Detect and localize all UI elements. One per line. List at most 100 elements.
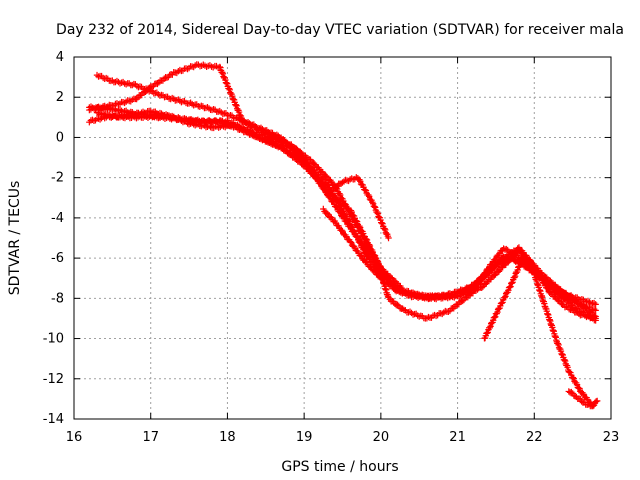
data-point: [487, 266, 495, 273]
data-point: [381, 226, 389, 234]
data-point: [502, 293, 509, 300]
data-point: [554, 340, 562, 347]
data-point: [568, 388, 575, 396]
data-point: [543, 284, 551, 292]
data-point: [555, 341, 562, 349]
data-point: [142, 88, 149, 95]
data-point: [290, 145, 297, 152]
data-point: [336, 190, 343, 197]
data-point: [236, 111, 243, 119]
data-point: [338, 227, 345, 234]
data-point: [381, 225, 388, 232]
data-point: [361, 249, 368, 257]
y-tick-label: -4: [51, 211, 64, 226]
data-point: [494, 308, 501, 316]
data-point: [348, 223, 355, 230]
data-point: [352, 233, 360, 240]
x-tick-label: 19: [296, 430, 313, 445]
data-point: [374, 257, 381, 264]
data-point: [349, 227, 357, 234]
y-tick-label: -14: [43, 412, 64, 427]
data-point: [475, 277, 482, 285]
data-point: [276, 137, 283, 145]
data-point: [592, 315, 599, 322]
data-point: [511, 274, 518, 281]
y-tick-label: 4: [56, 50, 64, 65]
data-point: [363, 236, 370, 243]
data-point: [219, 70, 227, 77]
data-point: [570, 375, 577, 382]
data-point: [561, 357, 569, 365]
data-point: [569, 374, 577, 381]
data-point: [235, 108, 243, 116]
data-point: [508, 279, 516, 287]
data-point: [308, 170, 316, 177]
data-point: [376, 262, 384, 270]
data-point: [356, 224, 364, 231]
data-point: [568, 306, 576, 313]
data-point: [297, 150, 304, 158]
data-point: [368, 258, 375, 265]
data-point: [371, 204, 379, 211]
data-point: [353, 217, 360, 225]
data-point: [394, 301, 401, 308]
data-point: [374, 258, 382, 265]
data-point: [336, 191, 344, 199]
data-point: [491, 272, 498, 279]
y-tick-label: -12: [43, 372, 64, 387]
data-point: [391, 286, 399, 294]
data-point: [501, 294, 508, 301]
data-point: [365, 191, 372, 199]
data-point: [515, 264, 522, 271]
data-point: [341, 201, 349, 209]
data-point: [483, 329, 491, 337]
data-point: [487, 323, 494, 330]
data-point: [356, 239, 363, 246]
data-point: [246, 128, 253, 136]
data-point: [374, 210, 382, 217]
data-point: [498, 299, 505, 307]
y-tick-label: -8: [51, 291, 64, 306]
data-point: [373, 208, 381, 216]
data-point: [248, 122, 255, 130]
data-point: [592, 307, 599, 314]
data-point: [216, 63, 223, 71]
data-point: [375, 213, 382, 220]
data-point: [365, 241, 373, 248]
data-point: [220, 73, 227, 80]
data-point: [505, 257, 513, 265]
data-point: [487, 320, 495, 327]
x-tick-label: 21: [449, 430, 466, 445]
data-point: [486, 324, 494, 332]
data-point: [459, 297, 466, 305]
data-point: [502, 290, 510, 297]
data-point: [519, 254, 526, 261]
data-point: [349, 224, 356, 231]
series-s6: [320, 205, 599, 322]
x-tick-label: 16: [66, 430, 83, 445]
y-axis-label: SDTVAR / TECUs: [7, 181, 23, 296]
data-point: [232, 101, 240, 109]
data-point: [310, 159, 318, 167]
data-point: [361, 186, 369, 194]
data-point: [555, 344, 563, 351]
data-point: [225, 85, 233, 92]
data-point: [592, 301, 599, 308]
data-point: [589, 402, 597, 410]
data-point: [493, 310, 500, 317]
data-point: [154, 80, 161, 88]
data-point: [378, 275, 386, 282]
data-point: [385, 234, 392, 242]
data-point: [366, 242, 374, 250]
data-point: [478, 284, 485, 291]
x-tick-label: 20: [373, 430, 390, 445]
data-point: [357, 252, 364, 259]
data-point: [371, 203, 378, 210]
data-point: [371, 267, 378, 274]
data-point: [558, 350, 565, 358]
data-point: [512, 270, 519, 277]
data-point: [378, 219, 386, 227]
data-point: [593, 397, 601, 405]
data-point: [491, 314, 498, 321]
